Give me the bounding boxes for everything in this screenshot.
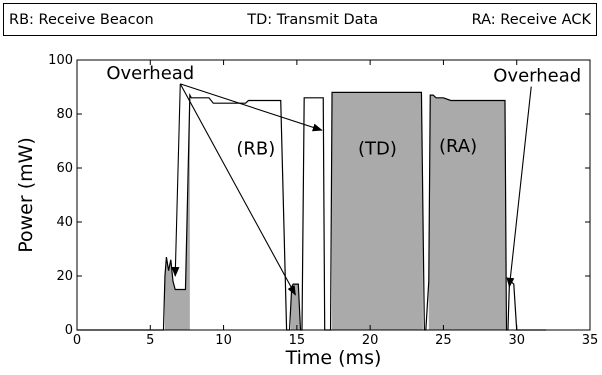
legend-box: RB: Receive Beacon TD: Transmit Data RA:…: [3, 3, 597, 36]
y-tick-label-100: 100: [48, 53, 73, 68]
x-tick-label-0: 0: [73, 333, 81, 348]
x-tick-label-25: 25: [435, 333, 452, 348]
annotation-label-0: Overhead: [106, 63, 194, 84]
y-tick-label-40: 40: [56, 215, 73, 230]
y-axis-title: Power (mW): [15, 137, 37, 253]
annotation-arrow-0-2: [180, 83, 323, 132]
region-label-2: (RA): [439, 136, 477, 157]
region-label-1: (TD): [358, 139, 397, 160]
power-trace-line: [77, 91, 547, 331]
shaded-region-3: [428, 95, 506, 330]
legend-item-rb: RB: Receive Beacon: [9, 11, 154, 28]
x-tick-label-35: 35: [582, 333, 599, 348]
x-axis-title: Time (ms): [285, 347, 382, 369]
region-label-0: (RB): [236, 139, 275, 160]
y-tick-label-60: 60: [56, 161, 73, 176]
y-tick-label-20: 20: [56, 269, 73, 284]
annotation-arrow-0-1: [179, 83, 296, 296]
plot-frame: [76, 59, 591, 331]
annotation-arrow-0-0: [171, 83, 181, 277]
shaded-region-2: [332, 92, 423, 331]
legend-item-td: TD: Transmit Data: [247, 11, 379, 28]
x-tick-label-5: 5: [146, 333, 154, 348]
annotation-arrow-1-0: [506, 86, 532, 288]
shaded-region-0: [164, 95, 190, 330]
annotation-label-1: Overhead: [493, 66, 581, 87]
y-tick-label-80: 80: [56, 107, 73, 122]
x-tick-label-30: 30: [508, 333, 525, 348]
y-tick-label-0: 0: [65, 323, 73, 338]
legend-item-ra: RA: Receive ACK: [471, 11, 591, 28]
x-tick-label-15: 15: [289, 333, 306, 348]
x-tick-label-20: 20: [362, 333, 379, 348]
x-tick-label-10: 10: [215, 333, 232, 348]
